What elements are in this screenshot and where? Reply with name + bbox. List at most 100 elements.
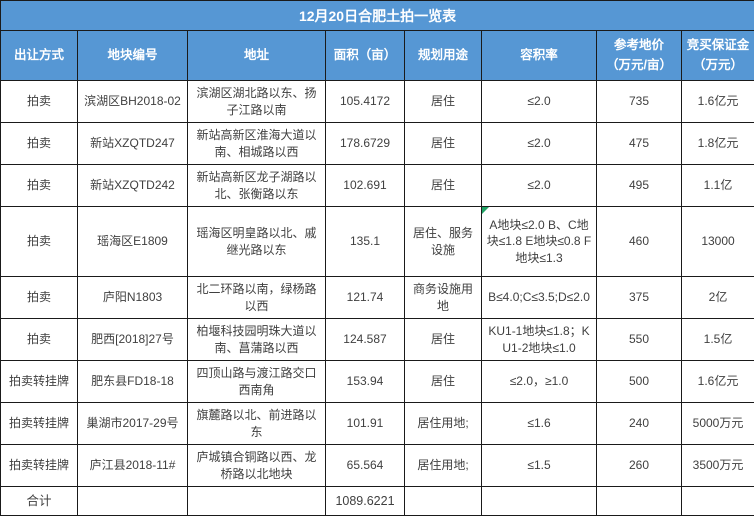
cell-ref_price: 500: [596, 360, 682, 403]
table-row: 拍卖转挂牌 庐江县2018-11# 庐城镇合铜路以西、龙桥路以北地块 65.564 居住…: [0, 444, 754, 487]
cell-method: 拍卖: [0, 80, 78, 123]
title-row: 12月20日合肥土拍一览表: [0, 0, 754, 31]
cell-address: 柏堰科技园明珠大道以南、菖蒲路以西: [187, 318, 326, 361]
cell-address: 新站高新区龙子湖路以北、张衡路以东: [187, 164, 326, 207]
cell-plot_no: 庐江县2018-11#: [77, 444, 188, 487]
cell-ref_price: 495: [596, 164, 682, 207]
cell-method: 拍卖转挂牌: [0, 444, 78, 487]
cell-far: KU1-1地块≤1.8；KU1-2地块≤1.0: [481, 318, 597, 361]
cell-plot_no: 瑶海区E1809: [77, 206, 188, 277]
cell-area: 124.587: [325, 318, 405, 361]
cell-area: 121.74: [325, 276, 405, 319]
cell-address: 旗麓路以北、前进路以东: [187, 402, 326, 445]
column-header-address: 地址: [187, 30, 326, 81]
column-header-ref_price: 参考地价 （万元/亩）: [596, 30, 682, 81]
cell-method: 拍卖: [0, 276, 78, 319]
cell-area: 105.4172: [325, 80, 405, 123]
column-header-method: 出让方式: [0, 30, 78, 81]
cell-far: ≤2.0: [481, 80, 597, 123]
cell-far: ≤1.6: [481, 402, 597, 445]
cell-area: 135.1: [325, 206, 405, 277]
cell-far: B≤4.0;C≤3.5;D≤2.0: [481, 276, 597, 319]
cell-address: 新站高新区淮海大道以南、相城路以西: [187, 122, 326, 165]
cell-plot_no: 滨湖区BH2018-02: [77, 80, 188, 123]
cell-use: 居住、服务设施: [404, 206, 482, 277]
cell-use: 商务设施用地: [404, 276, 482, 319]
table-title: 12月20日合肥土拍一览表: [0, 0, 754, 31]
cell-area: 178.6729: [325, 122, 405, 165]
empty-cell: [404, 486, 482, 516]
cell-area: 153.94: [325, 360, 405, 403]
table-row: 拍卖 肥西[2018]27号 柏堰科技园明珠大道以南、菖蒲路以西 124.587 居住 K…: [0, 318, 754, 361]
cell-ref_price: 460: [596, 206, 682, 277]
cell-area: 102.691: [325, 164, 405, 207]
cell-ref_price: 375: [596, 276, 682, 319]
table-row: 拍卖 新站XZQTD247 新站高新区淮海大道以南、相城路以西 178.6729 居住 ≤…: [0, 122, 754, 165]
empty-cell: [481, 486, 597, 516]
cell-address: 滨湖区湖北路以东、扬子江路以南: [187, 80, 326, 123]
comment-marker-icon: [482, 207, 489, 214]
cell-deposit: 3500万元: [680, 444, 754, 487]
cell-use: 居住: [404, 318, 482, 361]
cell-method: 拍卖转挂牌: [0, 402, 78, 445]
cell-plot_no: 巢湖市2017-29号: [77, 402, 188, 445]
cell-plot_no: 肥东县FD18-18: [77, 360, 188, 403]
cell-plot_no: 新站XZQTD247: [77, 122, 188, 165]
cell-address: 四顶山路与渡江路交口西南角: [187, 360, 326, 403]
cell-method: 拍卖: [0, 206, 78, 277]
cell-deposit: 2亿: [680, 276, 754, 319]
cell-use: 居住: [404, 122, 482, 165]
column-header-area: 面积（亩）: [325, 30, 405, 81]
header-row: 出让方式 地块编号 地址 面积（亩） 规划用途 容积率 参考地价 （万元/亩） 竞买保证金 （万元…: [0, 30, 754, 81]
total-row: 合计 1089.6221: [0, 486, 754, 516]
cell-method: 拍卖: [0, 122, 78, 165]
table-row: 拍卖 庐阳N1803 北二环路以南，绿杨路以西 121.74 商务设施用地 B≤4.0;C…: [0, 276, 754, 319]
cell-far: ≤2.0: [481, 122, 597, 165]
empty-cell: [77, 486, 188, 516]
cell-plot_no: 肥西[2018]27号: [77, 318, 188, 361]
cell-use: 居住: [404, 164, 482, 207]
cell-far: ≤1.5: [481, 444, 597, 487]
cell-method: 拍卖: [0, 164, 78, 207]
cell-deposit: 5000万元: [680, 402, 754, 445]
cell-ref_price: 475: [596, 122, 682, 165]
table-row: 拍卖 滨湖区BH2018-02 滨湖区湖北路以东、扬子江路以南 105.4172 居住 ≤…: [0, 80, 754, 123]
cell-deposit: 13000: [680, 206, 754, 277]
column-header-use: 规划用途: [404, 30, 482, 81]
cell-deposit: 1.5亿: [680, 318, 754, 361]
cell-ref_price: 550: [596, 318, 682, 361]
cell-deposit: 1.8亿元: [680, 122, 754, 165]
cell-use: 居住: [404, 360, 482, 403]
cell-ref_price: 735: [596, 80, 682, 123]
total-area-value: 1089.6221: [325, 486, 405, 516]
empty-cell: [596, 486, 682, 516]
column-header-deposit: 竞买保证金 （万元）: [680, 30, 754, 81]
empty-cell: [680, 486, 754, 516]
table-row: 拍卖转挂牌 巢湖市2017-29号 旗麓路以北、前进路以东 101.91 居住用地; ≤1…: [0, 402, 754, 445]
cell-ref_price: 260: [596, 444, 682, 487]
cell-address: 瑶海区明皇路以北、戚继光路以东: [187, 206, 326, 277]
cell-use: 居住用地;: [404, 402, 482, 445]
cell-area: 101.91: [325, 402, 405, 445]
column-header-far: 容积率: [481, 30, 597, 81]
cell-method: 拍卖: [0, 318, 78, 361]
column-header-plot_no: 地块编号: [77, 30, 188, 81]
cell-method: 拍卖转挂牌: [0, 360, 78, 403]
table-body: 拍卖 滨湖区BH2018-02 滨湖区湖北路以东、扬子江路以南 105.4172 居住 ≤…: [0, 80, 754, 516]
cell-ref_price: 240: [596, 402, 682, 445]
table-row: 拍卖 新站XZQTD242 新站高新区龙子湖路以北、张衡路以东 102.691 居住 ≤2…: [0, 164, 754, 207]
table-row: 拍卖 瑶海区E1809 瑶海区明皇路以北、戚继光路以东 135.1 居住、服务设施 A地块…: [0, 206, 754, 277]
cell-plot_no: 庐阳N1803: [77, 276, 188, 319]
cell-address: 北二环路以南，绿杨路以西: [187, 276, 326, 319]
cell-address: 庐城镇合铜路以西、龙桥路以北地块: [187, 444, 326, 487]
cell-far: ≤2.0，≥1.0: [481, 360, 597, 403]
cell-far: A地块≤2.0 B、C地块≤1.8 E地块≤0.8 F地块≤1.3: [481, 206, 597, 277]
cell-deposit: 1.6亿元: [680, 360, 754, 403]
cell-plot_no: 新站XZQTD242: [77, 164, 188, 207]
cell-deposit: 1.6亿元: [680, 80, 754, 123]
cell-use: 居住用地;: [404, 444, 482, 487]
empty-cell: [187, 486, 326, 516]
cell-use: 居住: [404, 80, 482, 123]
